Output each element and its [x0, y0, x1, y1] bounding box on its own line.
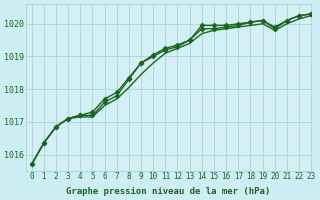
X-axis label: Graphe pression niveau de la mer (hPa): Graphe pression niveau de la mer (hPa) [66, 187, 270, 196]
